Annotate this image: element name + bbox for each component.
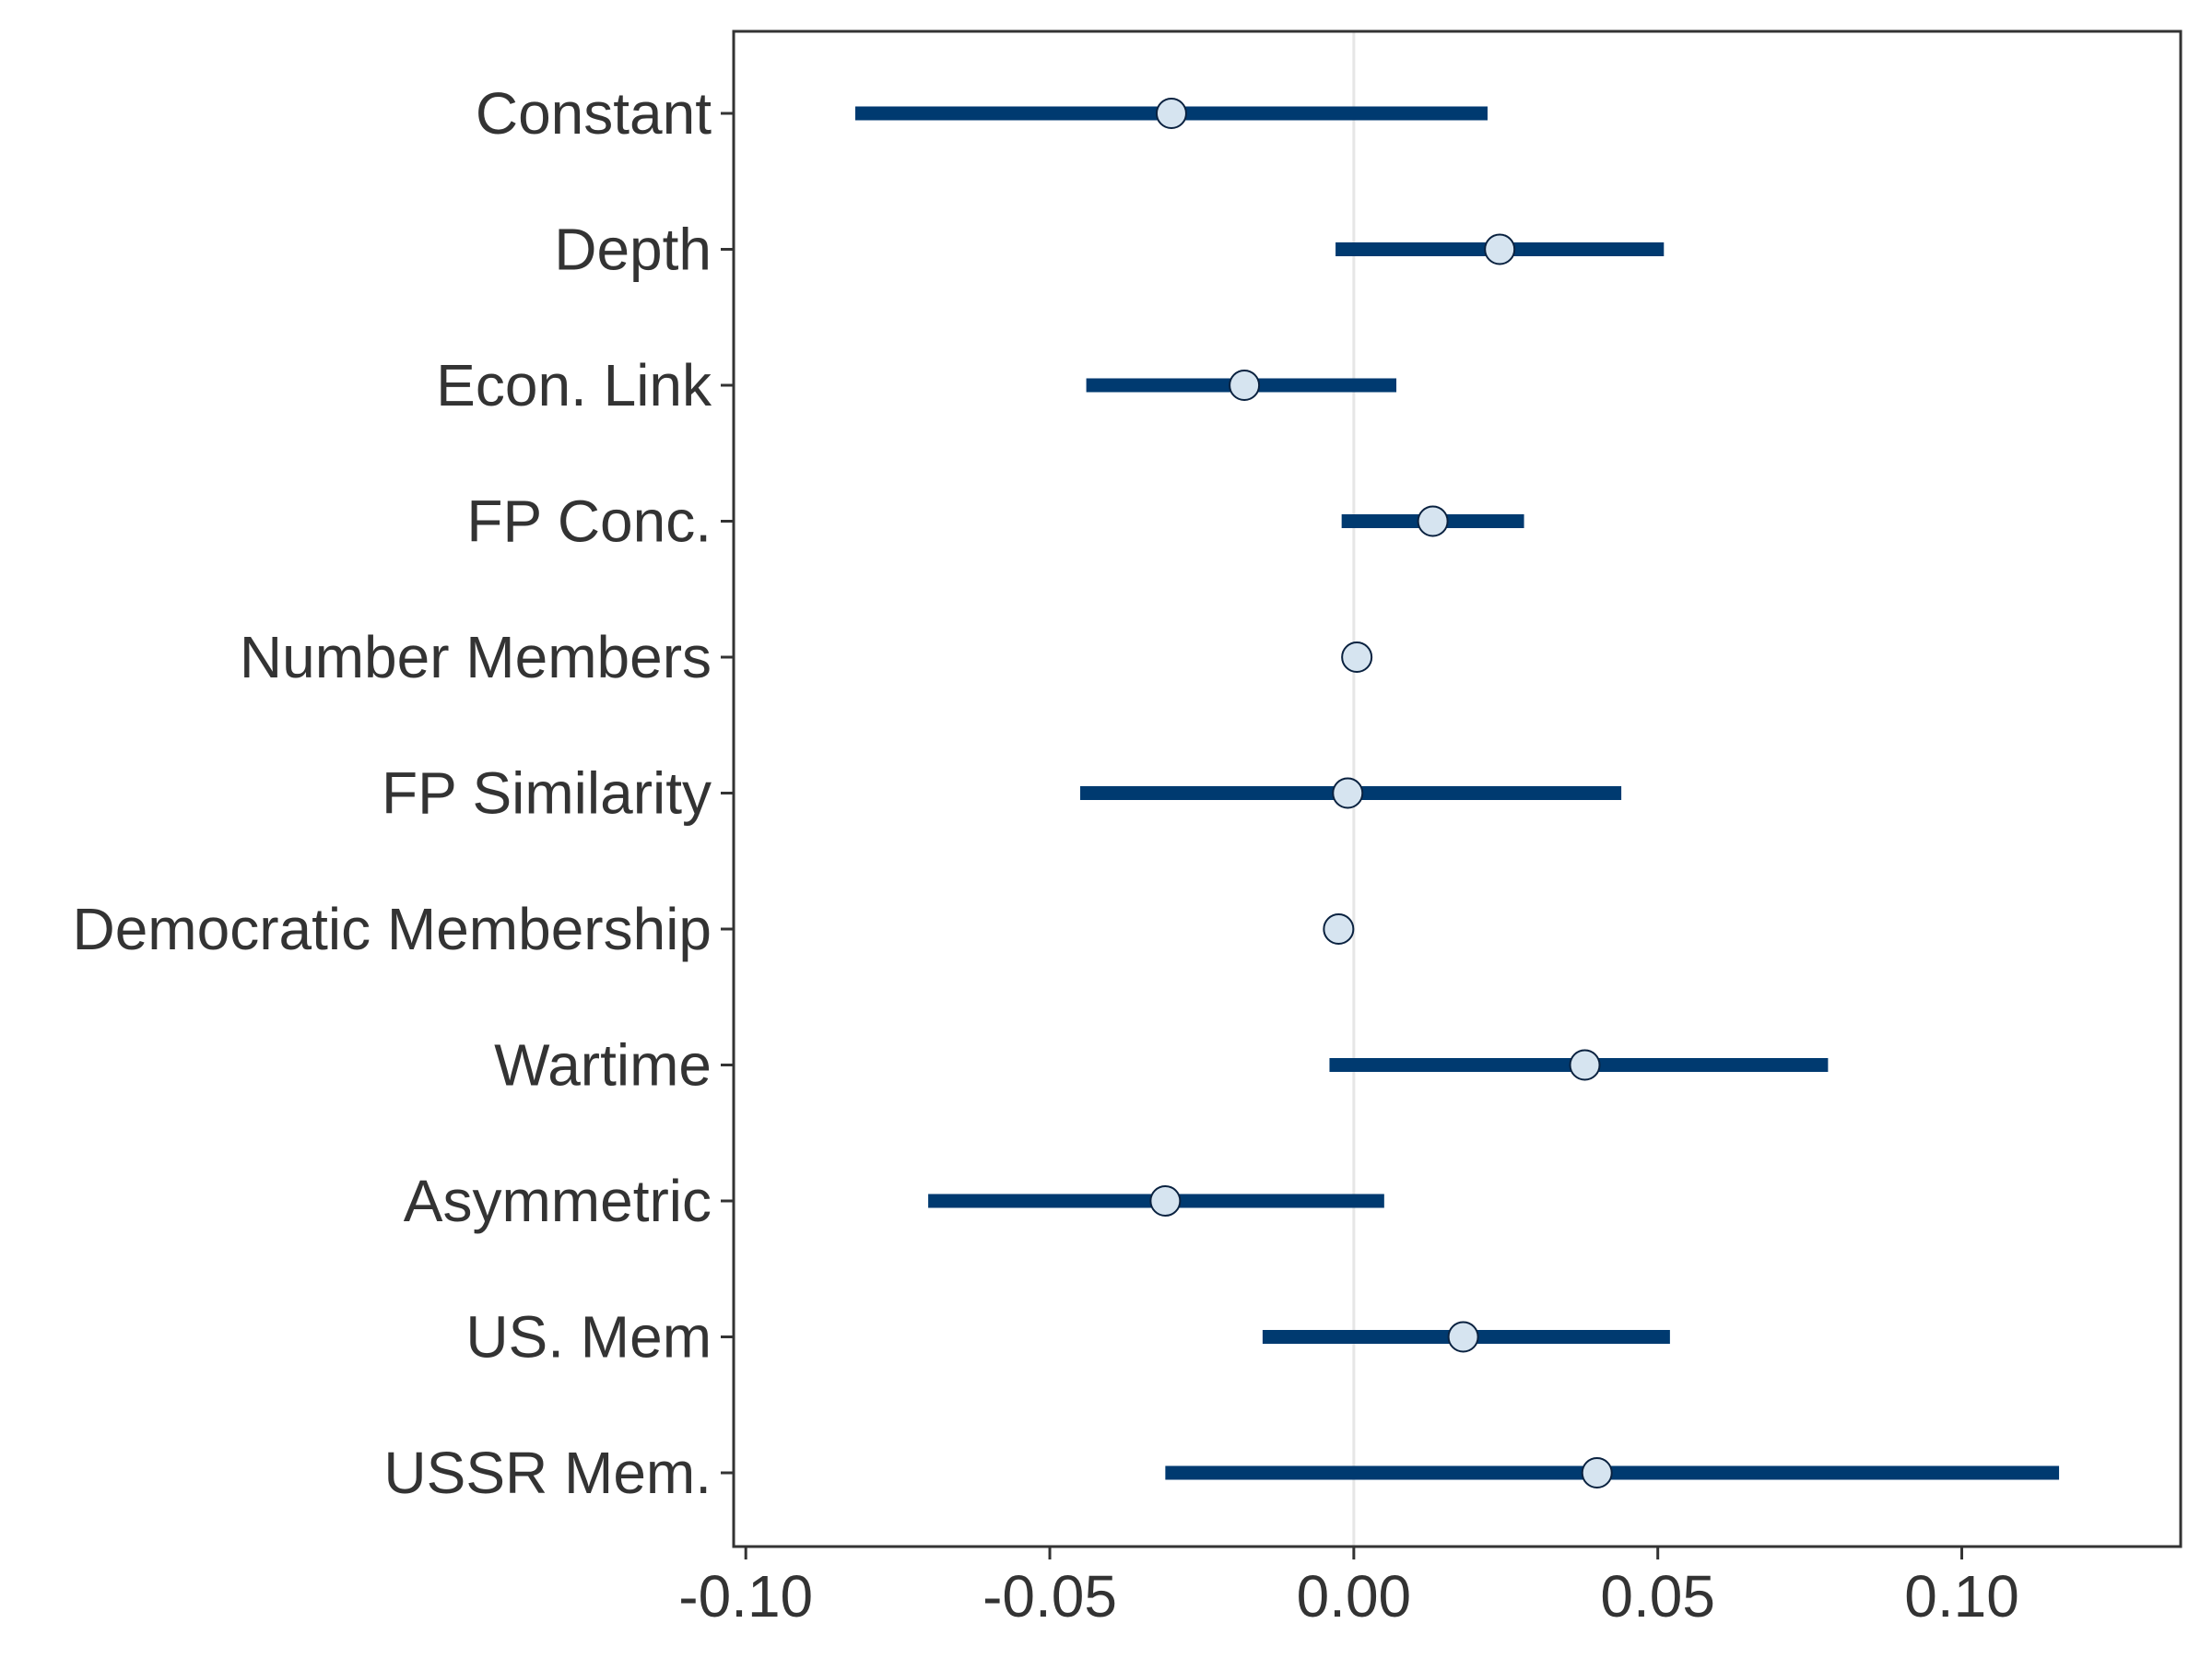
point-estimate (1341, 641, 1373, 673)
point-estimate (1149, 1185, 1182, 1217)
x-tick-label: -0.05 (982, 1563, 1117, 1630)
y-tick-label: Wartime (494, 1032, 712, 1099)
y-axis: Constant Depth Econ. Link FP Conc. Number Me… (72, 80, 734, 1506)
point-estimate (1155, 98, 1187, 129)
y-tick-label: Econ. Link (436, 352, 712, 418)
point-estimate (1332, 777, 1364, 809)
y-tick-label: FP Similarity (382, 760, 712, 827)
y-tick-label: Constant (476, 80, 712, 147)
x-tick-label: 0.10 (1904, 1563, 2019, 1630)
x-tick-label: 0.00 (1297, 1563, 1412, 1630)
y-tick-label: Depth (554, 217, 712, 283)
point-estimate (1581, 1457, 1613, 1488)
x-axis: -0.10 -0.05 0.00 0.05 0.10 (678, 1547, 2019, 1630)
y-tick-label: Democratic Membership (72, 896, 712, 962)
y-tick-label: Number Members (240, 624, 712, 690)
point-estimate (1447, 1321, 1479, 1353)
point-estimate (1229, 370, 1261, 401)
y-tick-label: FP Conc. (466, 488, 712, 555)
point-estimate (1323, 913, 1355, 945)
y-tick-label: US. Mem (465, 1304, 712, 1371)
x-tick-label: -0.10 (678, 1563, 813, 1630)
plot-frame (732, 29, 2183, 1548)
point-estimate (1569, 1049, 1601, 1081)
x-tick-label: 0.05 (1600, 1563, 1715, 1630)
y-tick-label: USSR Mem. (383, 1440, 712, 1506)
y-tick-label: Asymmetric (404, 1168, 712, 1234)
point-estimate (1417, 505, 1449, 537)
point-estimate (1484, 233, 1516, 265)
point-layer (1149, 98, 1613, 1488)
